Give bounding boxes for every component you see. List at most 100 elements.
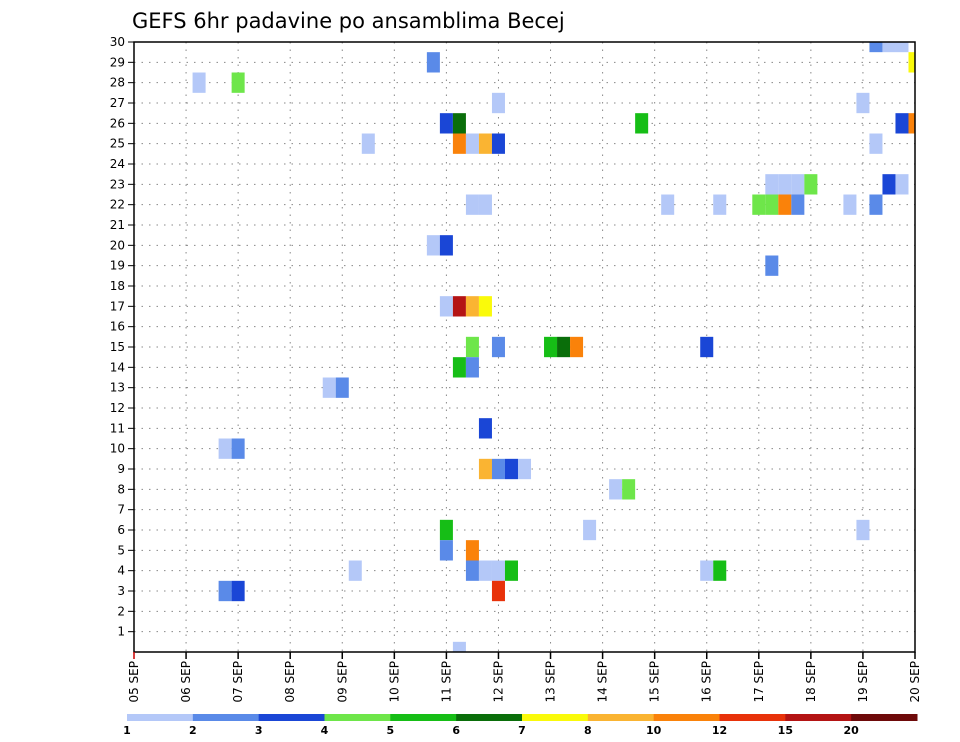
x-tick-label: 20 SEP: [908, 661, 922, 703]
precip-cell: [439, 296, 453, 317]
precip-cell: [361, 133, 375, 154]
precip-cell: [765, 255, 779, 276]
y-tick-label: 21: [110, 218, 125, 232]
precip-cell: [713, 560, 727, 581]
y-tick-label: 3: [117, 584, 125, 598]
y-tick-label: 30: [110, 35, 125, 49]
precip-cell: [856, 519, 870, 541]
precip-cell: [491, 580, 505, 602]
precip-cell: [192, 72, 206, 93]
y-tick-label: 23: [110, 177, 125, 191]
y-tick-label: 12: [110, 401, 125, 415]
y-tick-label: 15: [110, 340, 125, 354]
y-tick-label: 1: [117, 625, 125, 639]
grid-lines: [134, 41, 915, 652]
precip-cell: [478, 133, 492, 154]
precip-cell: [778, 174, 792, 195]
y-tick-label: 7: [117, 503, 125, 517]
precip-cell: [478, 560, 492, 581]
precip-cell: [335, 377, 349, 398]
y-axis-ticks: 1234567891011121314151617181920212223242…: [110, 35, 134, 639]
x-tick-label: 15 SEP: [648, 661, 662, 703]
precip-cell: [491, 92, 505, 114]
y-tick-label: 13: [110, 381, 125, 395]
y-tick-label: 5: [117, 543, 125, 557]
precip-cell: [218, 438, 232, 459]
colorbar-swatch: [851, 714, 918, 721]
y-tick-label: 4: [117, 564, 125, 578]
precip-cell: [791, 174, 805, 195]
colorbar-label: 20: [844, 724, 860, 737]
colorbar-swatch: [719, 714, 786, 721]
colorbar-swatch: [587, 714, 655, 721]
precip-cell: [908, 113, 915, 134]
colorbar-swatch: [456, 714, 523, 721]
colorbar-label: 2: [189, 724, 197, 737]
precip-cell: [465, 540, 479, 561]
precip-cell: [869, 133, 883, 154]
precip-cell: [439, 540, 453, 561]
precip-cell: [465, 194, 479, 215]
y-tick-label: 19: [110, 259, 125, 273]
precip-cell: [869, 42, 883, 53]
precip-cell: [856, 92, 870, 114]
precip-cell: [869, 194, 883, 215]
precip-cell: [752, 194, 766, 215]
precip-cell: [778, 194, 792, 215]
x-tick-label: 07 SEP: [231, 661, 245, 703]
precip-cell: [895, 113, 909, 134]
y-tick-label: 24: [110, 157, 125, 171]
x-tick-label: 06 SEP: [179, 661, 193, 703]
x-tick-label: 10 SEP: [387, 661, 401, 703]
precip-cell: [322, 377, 336, 398]
precip-cell: [426, 235, 440, 256]
x-tick-label: 17 SEP: [752, 661, 766, 703]
y-tick-label: 9: [117, 462, 125, 476]
precip-cell: [635, 113, 649, 134]
precip-cell: [491, 336, 505, 358]
precip-cell: [622, 479, 636, 500]
precip-cell: [557, 336, 571, 358]
precip-cell: [452, 296, 466, 317]
precip-cell: [426, 52, 440, 73]
precip-cell: [804, 174, 818, 195]
y-tick-label: 14: [110, 360, 125, 374]
y-tick-label: 17: [110, 299, 125, 313]
precip-cell: [882, 42, 896, 53]
precip-cell: [700, 560, 714, 581]
x-tick-label: 08 SEP: [283, 661, 297, 703]
precip-cell: [609, 479, 623, 500]
colorbar-label: 3: [255, 724, 263, 737]
precip-cell: [504, 458, 518, 480]
precip-cell: [452, 357, 466, 378]
colorbar-label: 7: [518, 724, 526, 737]
precip-cell: [478, 418, 492, 439]
colorbar-swatch: [653, 714, 720, 721]
precip-cell: [452, 113, 466, 134]
y-tick-label: 16: [110, 320, 125, 334]
precip-cell: [465, 296, 479, 317]
precip-cell: [583, 519, 597, 541]
precip-cell: [895, 42, 909, 53]
precip-cell: [491, 133, 505, 154]
y-tick-label: 6: [117, 523, 125, 537]
precip-cell: [231, 72, 245, 93]
y-tick-label: 10: [110, 442, 125, 456]
precip-cell: [465, 133, 479, 154]
precip-cell: [452, 641, 466, 652]
precip-cell: [700, 336, 714, 358]
colorbar-swatch: [258, 714, 325, 721]
x-tick-label: 05 SEP: [127, 661, 141, 703]
precip-cell: [478, 458, 492, 480]
y-tick-label: 26: [110, 116, 125, 130]
colorbar-swatch: [390, 714, 457, 721]
precip-cell: [765, 174, 779, 195]
precipitation-cells: [192, 42, 915, 652]
precip-cell: [544, 336, 558, 358]
x-tick-label: 09 SEP: [335, 661, 349, 703]
precip-cell: [491, 560, 505, 581]
precip-cell: [465, 336, 479, 358]
precip-cell: [439, 519, 453, 541]
y-tick-label: 25: [110, 137, 125, 151]
